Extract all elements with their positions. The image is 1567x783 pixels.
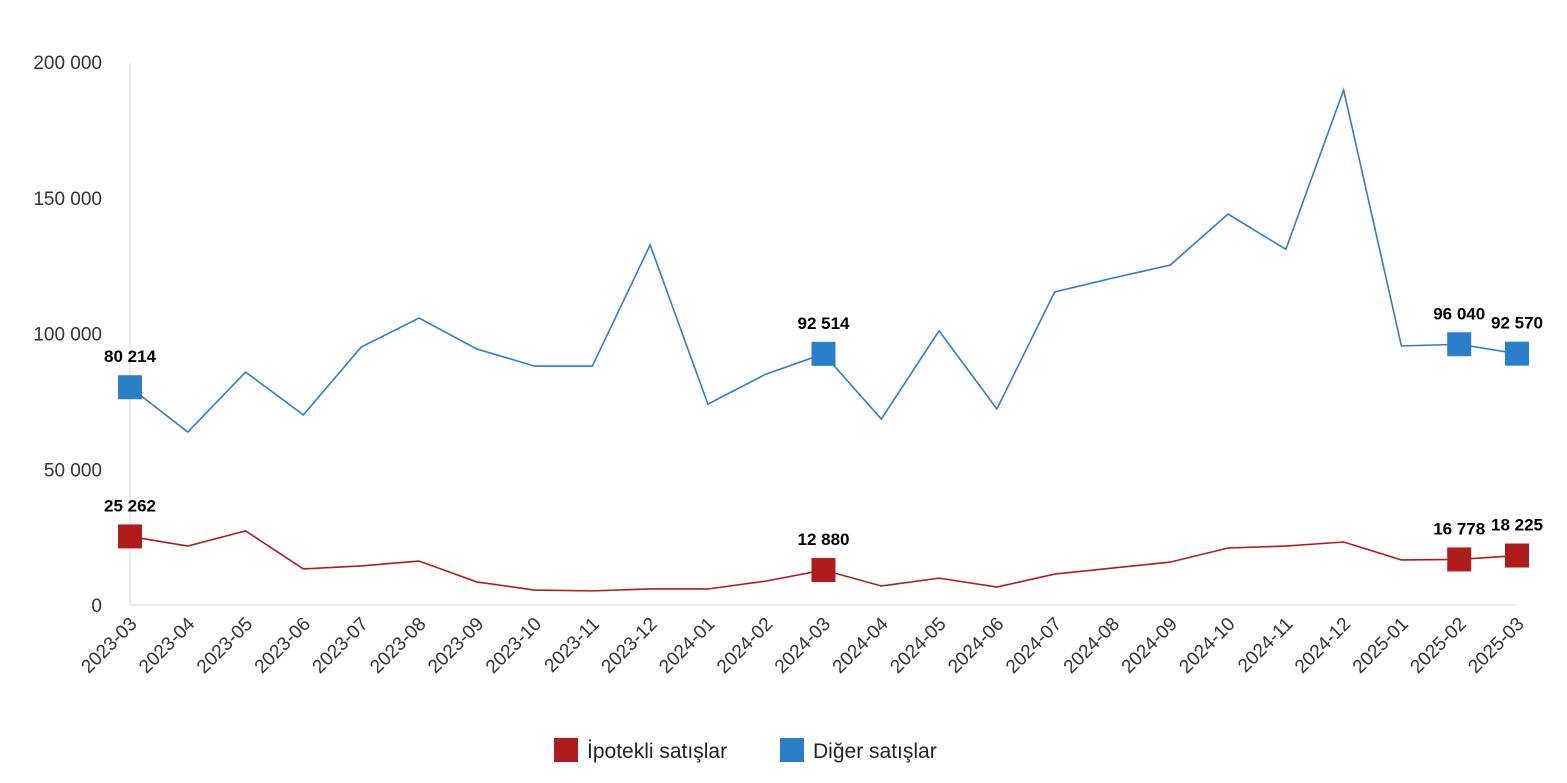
x-tick-label: 2023-07: [309, 614, 373, 678]
x-tick-label: 2025-03: [1464, 614, 1528, 678]
x-tick-label: 2024-06: [944, 614, 1008, 678]
legend-swatch: [554, 738, 578, 762]
series-layer: 25 262 12 880 16 778 18 225 80 214 92 514 96 0…: [104, 87, 1543, 592]
y-tick-label: 100 000: [33, 325, 102, 346]
data-point-marker: [811, 341, 836, 366]
y-tick-label: 200 000: [33, 53, 102, 74]
data-point-marker: [1505, 341, 1529, 366]
series-1: 80 214 92 514 96 040 92 570: [104, 87, 1543, 434]
y-tick-label: 150 000: [33, 189, 102, 210]
x-tick-label: 2023-09: [424, 614, 488, 678]
data-label: 25 262: [104, 496, 156, 515]
x-tick-label: 2024-02: [713, 614, 777, 678]
data-label: 16 778: [1433, 519, 1485, 538]
data-label: 12 880: [798, 530, 850, 549]
data-point-marker: [118, 524, 142, 549]
x-tick-label: 2023-11: [541, 614, 604, 677]
x-tick-label: 2023-10: [482, 614, 546, 678]
x-tick-label: 2023-05: [193, 614, 257, 678]
x-tick-label: 2023-08: [366, 614, 430, 678]
x-tick-label: 2024-11: [1234, 614, 1297, 677]
data-point-marker: [1447, 547, 1472, 572]
legend-swatch: [780, 738, 804, 762]
x-tick-label: 2025-01: [1349, 614, 1413, 678]
data-label: 18 225: [1491, 516, 1543, 535]
x-tick-label: 2023-12: [598, 614, 662, 678]
data-label: 92 570: [1491, 314, 1543, 333]
data-point-marker: [1505, 543, 1529, 568]
legend: İpotekli satışlar Diğer satışlar: [554, 738, 937, 763]
x-tick-label: 2023-06: [251, 614, 315, 678]
x-tick-label: 2024-12: [1291, 614, 1355, 678]
x-tick-label: 2024-07: [1002, 614, 1066, 678]
x-tick-label: 2024-03: [771, 614, 835, 678]
y-tick-label: 50 000: [44, 460, 102, 481]
data-point-marker: [811, 558, 836, 583]
x-tick-label: 2024-08: [1060, 614, 1124, 678]
x-tick-label: 2025-02: [1407, 614, 1471, 678]
x-tick-label: 2024-09: [1118, 614, 1182, 678]
x-tick-label: 2024-05: [886, 614, 950, 678]
legend-label: Diğer satışlar: [813, 740, 937, 763]
legend-label: İpotekli satışlar: [587, 740, 727, 763]
data-label: 96 040: [1433, 304, 1485, 323]
data-label: 92 514: [798, 314, 851, 333]
data-point-marker: [118, 375, 142, 400]
series-line: [129, 87, 1518, 434]
x-tick-label: 2024-10: [1175, 614, 1239, 678]
x-tick-label: 2023-04: [135, 613, 199, 677]
x-tick-label: 2023-03: [77, 614, 141, 678]
data-point-marker: [1447, 332, 1472, 357]
x-tick-label: 2024-04: [829, 613, 893, 677]
series-0: 25 262 12 880 16 778 18 225: [104, 496, 1543, 592]
x-tick-label: 2024-01: [655, 614, 719, 678]
y-tick-label: 0: [91, 596, 102, 617]
data-label: 80 214: [104, 347, 157, 366]
